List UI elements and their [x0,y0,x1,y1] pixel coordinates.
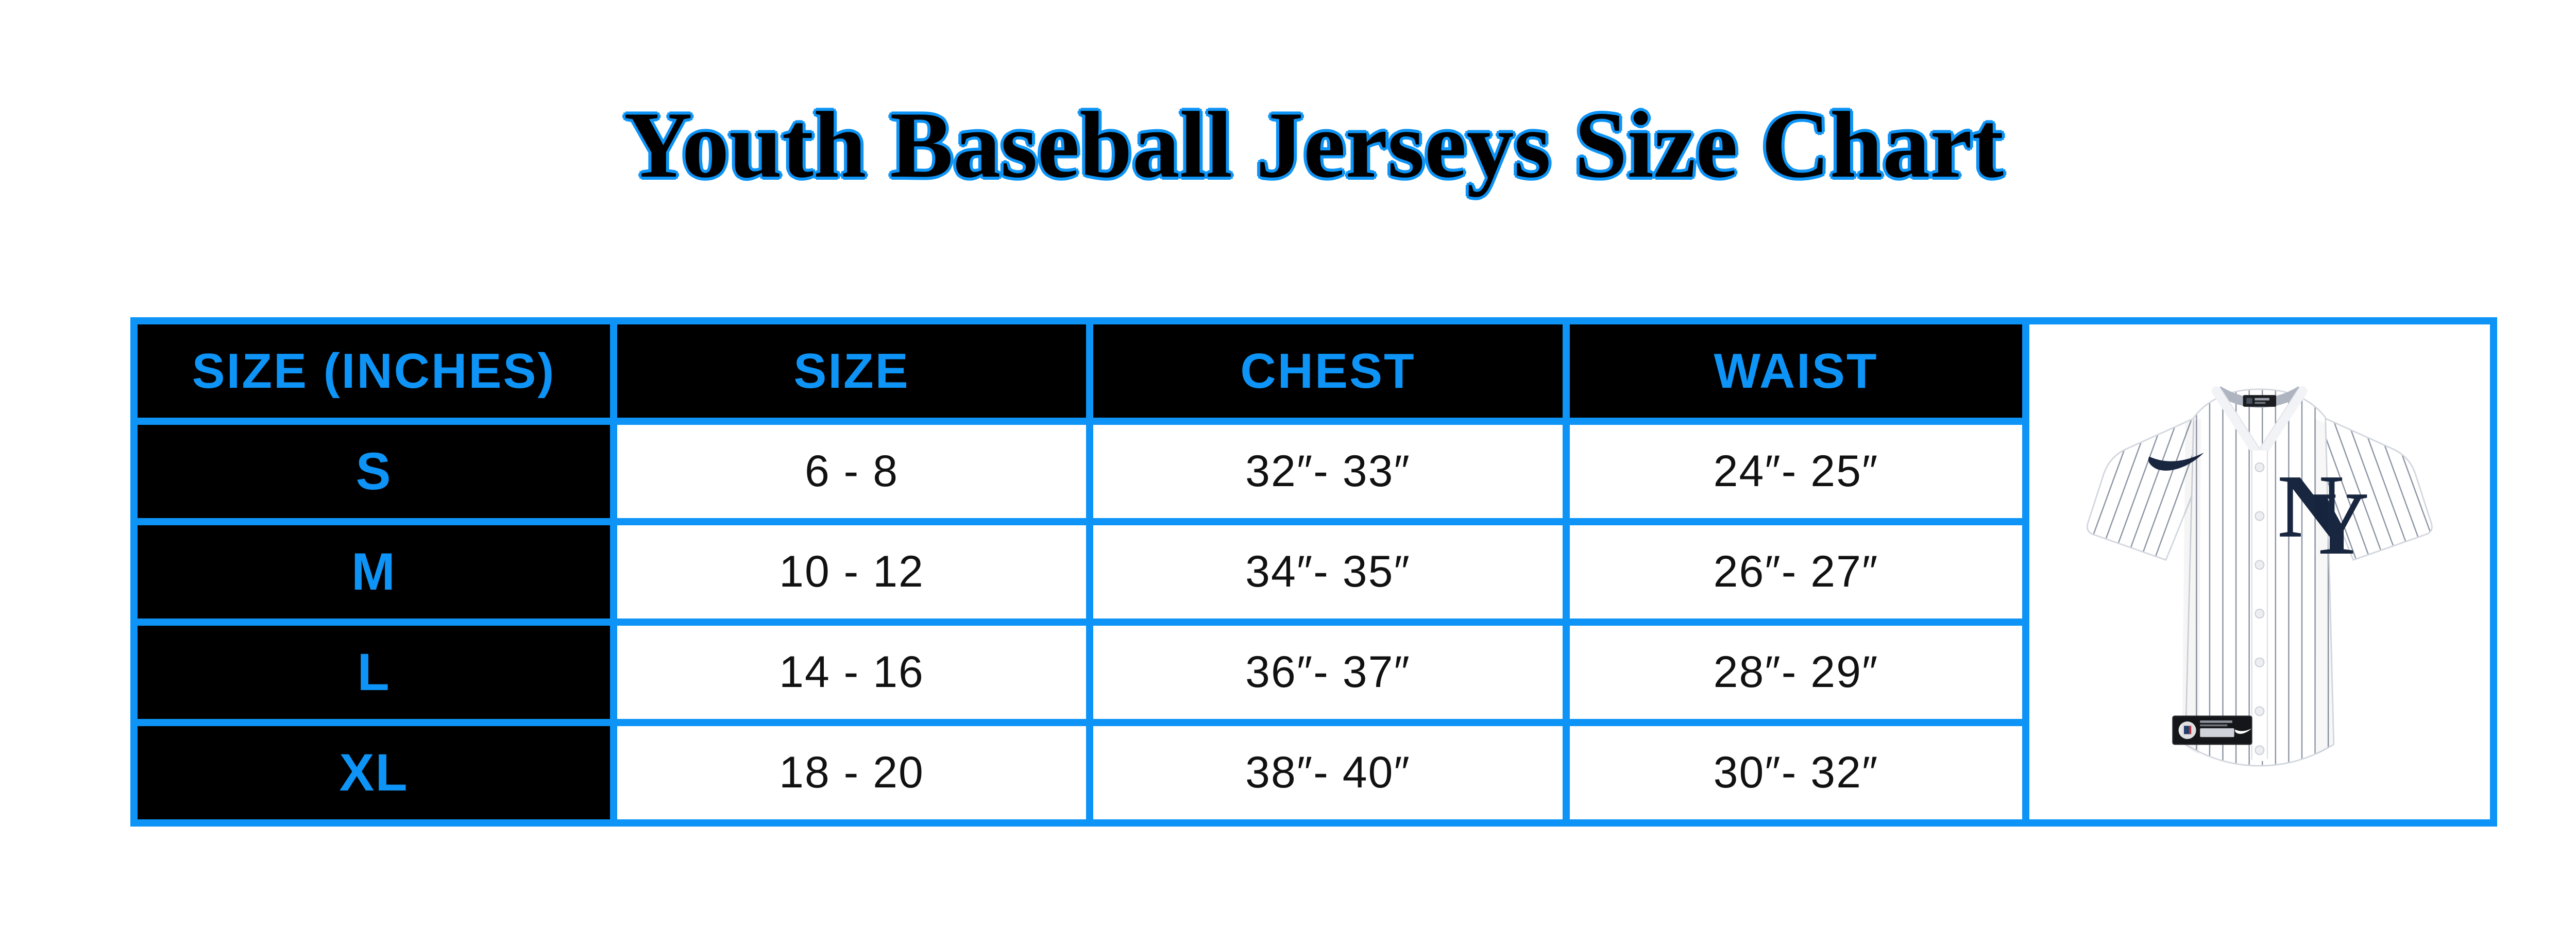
header-size-inches: SIZE (INCHES) [138,324,610,418]
jersey-image-cell: N Y [2029,324,2490,819]
size-chart-table: SIZE (INCHES) SIZE CHEST WAIST [130,317,2497,827]
row-s-chest: 32″- 33″ [1093,425,1563,518]
row-s-size-label: S [138,425,610,518]
row-m-chest: 34″- 35″ [1093,525,1563,618]
ny-logo: N Y [2278,456,2369,573]
row-xl-chest: 38″- 40″ [1093,726,1563,819]
row-m-waist: 26″- 27″ [1570,525,2022,618]
neck-label [2243,394,2277,407]
row-s-age-range: 6 - 8 [617,425,1086,518]
nike-swoosh-tag-icon [2235,728,2252,734]
ny-logo-letter-n: N [2278,456,2344,556]
row-l-age-range: 14 - 16 [617,626,1086,719]
jersey-sleeves [2087,417,2433,561]
buttons [2255,462,2265,755]
jock-tag [2172,715,2252,745]
row-m-size-label: M [138,525,610,618]
jersey-inner-collar [2216,386,2303,408]
row-xl-size-label: XL [138,726,610,819]
row-l-chest: 36″- 37″ [1093,626,1563,719]
button-placket [2251,450,2268,761]
page-title: Youth Baseball Jerseys Size Chart [623,92,2004,197]
row-xl-age-range: 18 - 20 [617,726,1086,819]
ny-logo-letter-y: Y [2303,473,2369,573]
row-xl-waist: 30″- 32″ [1570,726,2022,819]
row-s-waist: 24″- 25″ [1570,425,2022,518]
row-l-waist: 28″- 29″ [1570,626,2022,719]
header-size: SIZE [617,324,1086,418]
header-chest: CHEST [1093,324,1563,418]
row-l-size-label: L [138,626,610,719]
header-waist: WAIST [1570,324,2022,418]
yankees-jersey-image: N Y [2087,386,2433,767]
row-m-age-range: 10 - 12 [617,525,1086,618]
nike-swoosh-icon [2148,452,2204,471]
